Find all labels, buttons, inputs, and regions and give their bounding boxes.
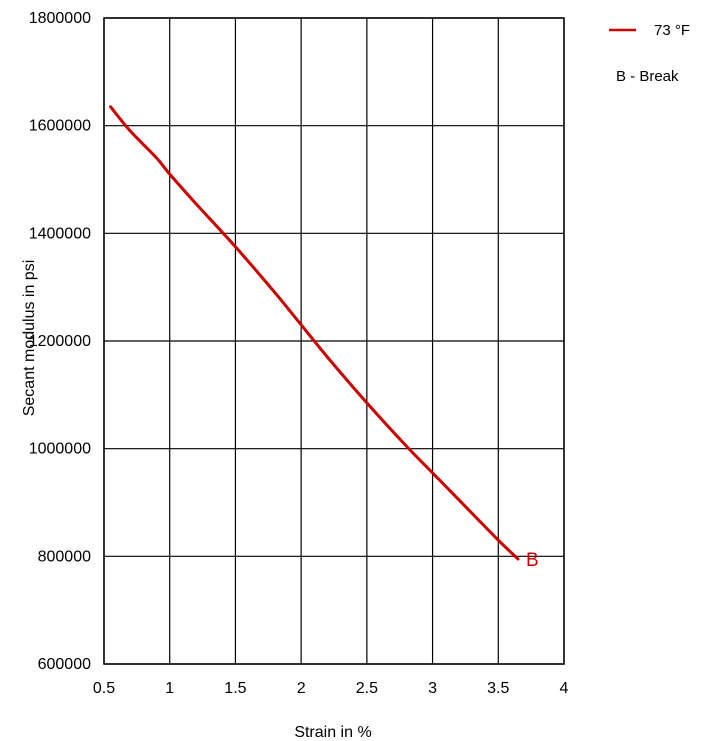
axes: 0.5 1 1.5 2 2.5 3 3.5 4 600000 800000 1000000 12000…: [29, 10, 569, 697]
legend: 73 °F B - Break: [609, 22, 690, 85]
legend-label-73f: 73 °F: [654, 22, 690, 39]
x-tick-label: 3.5: [487, 680, 509, 697]
x-tick-label: 2.5: [356, 680, 378, 697]
y-tick-label: 1600000: [29, 118, 91, 135]
break-marker-label: B: [526, 550, 539, 571]
y-tick-label: 1800000: [29, 10, 91, 27]
y-tick-label: 600000: [38, 656, 91, 673]
grid: [103, 17, 565, 665]
x-tick-label: 3: [428, 680, 437, 697]
annotations: B: [526, 550, 539, 571]
series-layer: [109, 105, 520, 561]
x-tick-label: 2: [297, 680, 306, 697]
series-line-73f: [109, 105, 520, 561]
x-tick-label: 4: [560, 680, 569, 697]
x-tick-label: 1: [165, 680, 174, 697]
x-tick-label: 0.5: [93, 680, 115, 697]
y-tick-label: 1400000: [29, 225, 91, 242]
y-tick-label: 1000000: [29, 441, 91, 458]
legend-break-note: B - Break: [616, 68, 679, 85]
y-tick-label: 1200000: [29, 333, 91, 350]
plot-frame: [103, 17, 565, 665]
y-axis-label: Secant modulus in psi: [21, 260, 38, 417]
x-axis-label: Strain in %: [294, 724, 371, 741]
y-tick-label: 800000: [38, 548, 91, 565]
x-tick-label: 1.5: [224, 680, 246, 697]
